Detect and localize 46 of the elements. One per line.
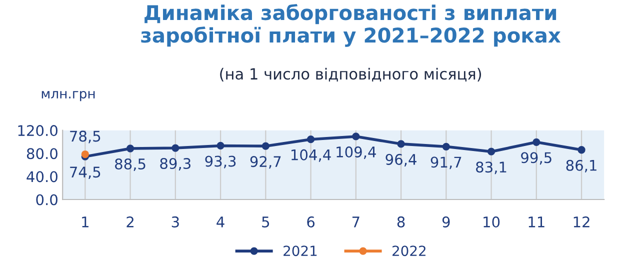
- x-tick-label: 7: [352, 216, 360, 228]
- point: [442, 142, 450, 150]
- data-label: 83,1: [476, 162, 506, 174]
- x-tick-label: 1: [82, 216, 88, 228]
- y-tick-label: 0.0: [36, 194, 58, 206]
- data-label: 96,4: [386, 154, 416, 166]
- y-tick-label: 40.0: [26, 171, 58, 182]
- legend-label: 2022: [392, 246, 426, 256]
- data-label: 92,7: [250, 156, 281, 169]
- x-tick-label: 8: [397, 216, 405, 228]
- data-label: 104,4: [292, 149, 331, 162]
- chart-subtitle: (на 1 число відповідного місяця): [220, 68, 481, 82]
- point: [306, 136, 315, 144]
- point: [216, 142, 224, 150]
- data-label: 99,5: [521, 152, 552, 165]
- data-label: 89,3: [160, 158, 190, 171]
- x-tick-label: 4: [216, 216, 224, 228]
- point: [397, 140, 405, 148]
- x-tick-label: 11: [528, 216, 544, 228]
- legend-label: 2021: [284, 246, 317, 256]
- y-tick-label: 120.0: [18, 125, 58, 136]
- data-label: 88,5: [115, 158, 146, 171]
- point: [172, 144, 180, 152]
- point: [81, 150, 89, 158]
- y-axis-title: млн.грн: [42, 90, 95, 102]
- data-label: 93,3: [205, 156, 236, 168]
- point: [532, 138, 540, 146]
- x-tick-label: 5: [262, 216, 270, 228]
- data-label: 91,7: [430, 156, 462, 170]
- point: [262, 142, 270, 150]
- x-tick-label: 9: [442, 216, 450, 228]
- point: [487, 148, 496, 156]
- x-tick-label: 2: [126, 216, 134, 228]
- data-label: 109,4: [336, 146, 376, 159]
- data-label: 86,1: [566, 160, 596, 172]
- point: [578, 146, 586, 154]
- chart-title: Динаміка заборгованості з виплати заробітної плати у 2021–2022 роках: [141, 4, 561, 47]
- x-tick-label: 3: [172, 216, 179, 228]
- point: [352, 132, 360, 140]
- x-tick-label: 10: [484, 216, 500, 228]
- data-label: 78,5: [70, 130, 100, 144]
- data-label: 74,5: [70, 166, 100, 180]
- x-tick-label: 12: [574, 216, 590, 228]
- x-tick-label: 6: [307, 216, 315, 228]
- y-tick-label: 80.0: [26, 148, 58, 160]
- point: [126, 144, 134, 152]
